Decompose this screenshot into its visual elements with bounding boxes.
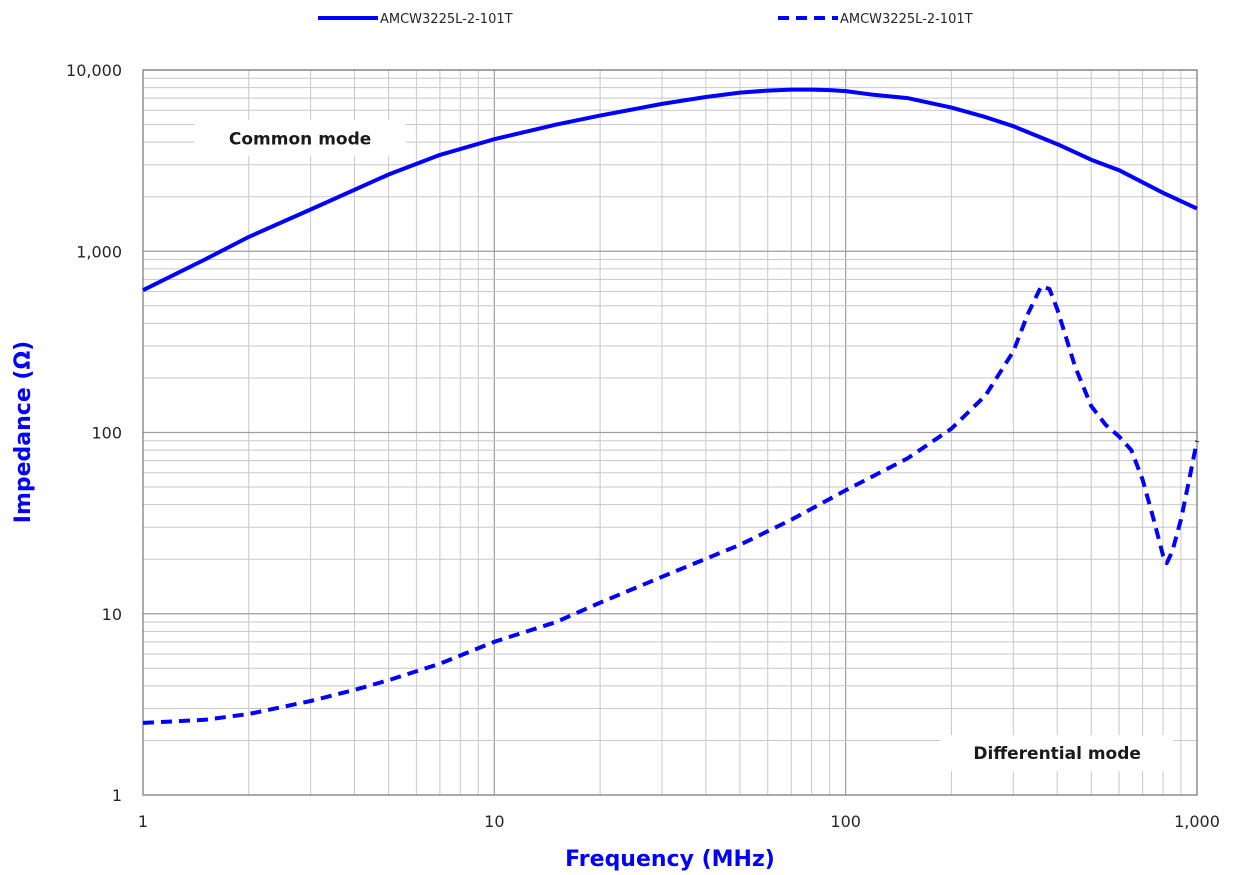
x-tick-label: 1,000 xyxy=(1174,812,1220,831)
plot-frame xyxy=(142,69,1198,796)
x-axis-title: Frequency (MHz) xyxy=(565,847,775,872)
x-tick-label: 1 xyxy=(138,812,148,831)
annotation-label: Common mode xyxy=(229,129,371,149)
y-tick-label: 1,000 xyxy=(76,242,122,261)
common-mode-line xyxy=(142,87,1198,292)
y-tick-label: 10 xyxy=(102,605,122,624)
annotation-background xyxy=(940,735,1175,772)
x-tick-label: 10 xyxy=(484,812,504,831)
legend-label: AMCW3225L-2-101T xyxy=(840,12,973,27)
series xyxy=(142,87,1199,725)
differential-mode-line xyxy=(142,284,1199,725)
legend: AMCW3225L-2-101T AMCW3225L-2-101T xyxy=(318,12,973,27)
annotation-background xyxy=(194,120,407,157)
annotations: Common mode Differential mode xyxy=(229,129,1141,764)
x-tick-label: 100 xyxy=(830,812,861,831)
axes: 1 10 100 1,000 1 10 100 1,000 10,000 xyxy=(66,61,1220,831)
y-axis-title: Impedance (Ω) xyxy=(11,341,36,523)
y-tick-label: 100 xyxy=(91,424,122,443)
legend-label: AMCW3225L-2-101T xyxy=(380,12,513,27)
y-tick-label: 10,000 xyxy=(66,61,122,80)
annotation-label: Differential mode xyxy=(973,744,1141,764)
annotation-backgrounds xyxy=(194,120,1175,772)
y-tick-label: 1 xyxy=(112,786,122,805)
